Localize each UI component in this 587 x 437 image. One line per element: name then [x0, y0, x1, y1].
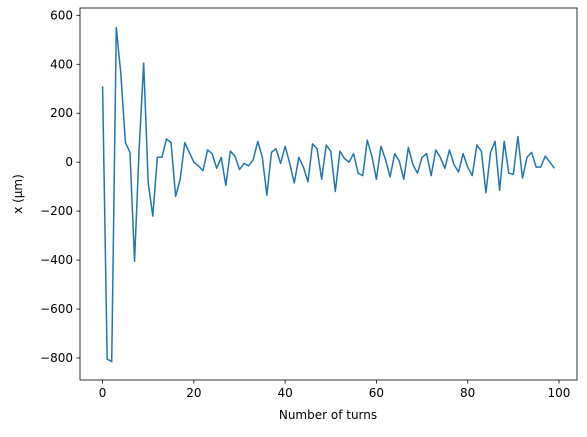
data-line [101, 26, 556, 363]
y-tick-label: −200 [40, 204, 73, 218]
x-tick-label: 40 [278, 386, 293, 400]
x-tick-label: 20 [186, 386, 201, 400]
x-tick-label: 60 [369, 386, 384, 400]
plot-frame [79, 7, 578, 381]
y-tick-label: 400 [50, 57, 73, 71]
x-tick-label: 80 [460, 386, 475, 400]
y-tick-label: −800 [40, 351, 73, 365]
y-tick-label: 0 [65, 155, 73, 169]
y-tick-label: −600 [40, 302, 73, 316]
y-tick-label: 600 [50, 8, 73, 22]
x-axis-label: Number of turns [279, 408, 377, 422]
y-axis-label: x (μm) [11, 174, 25, 214]
y-tick-label: 200 [50, 106, 73, 120]
x-tick-label: 0 [99, 386, 107, 400]
x-tick-label: 100 [548, 386, 571, 400]
y-tick-label: −400 [40, 253, 73, 267]
